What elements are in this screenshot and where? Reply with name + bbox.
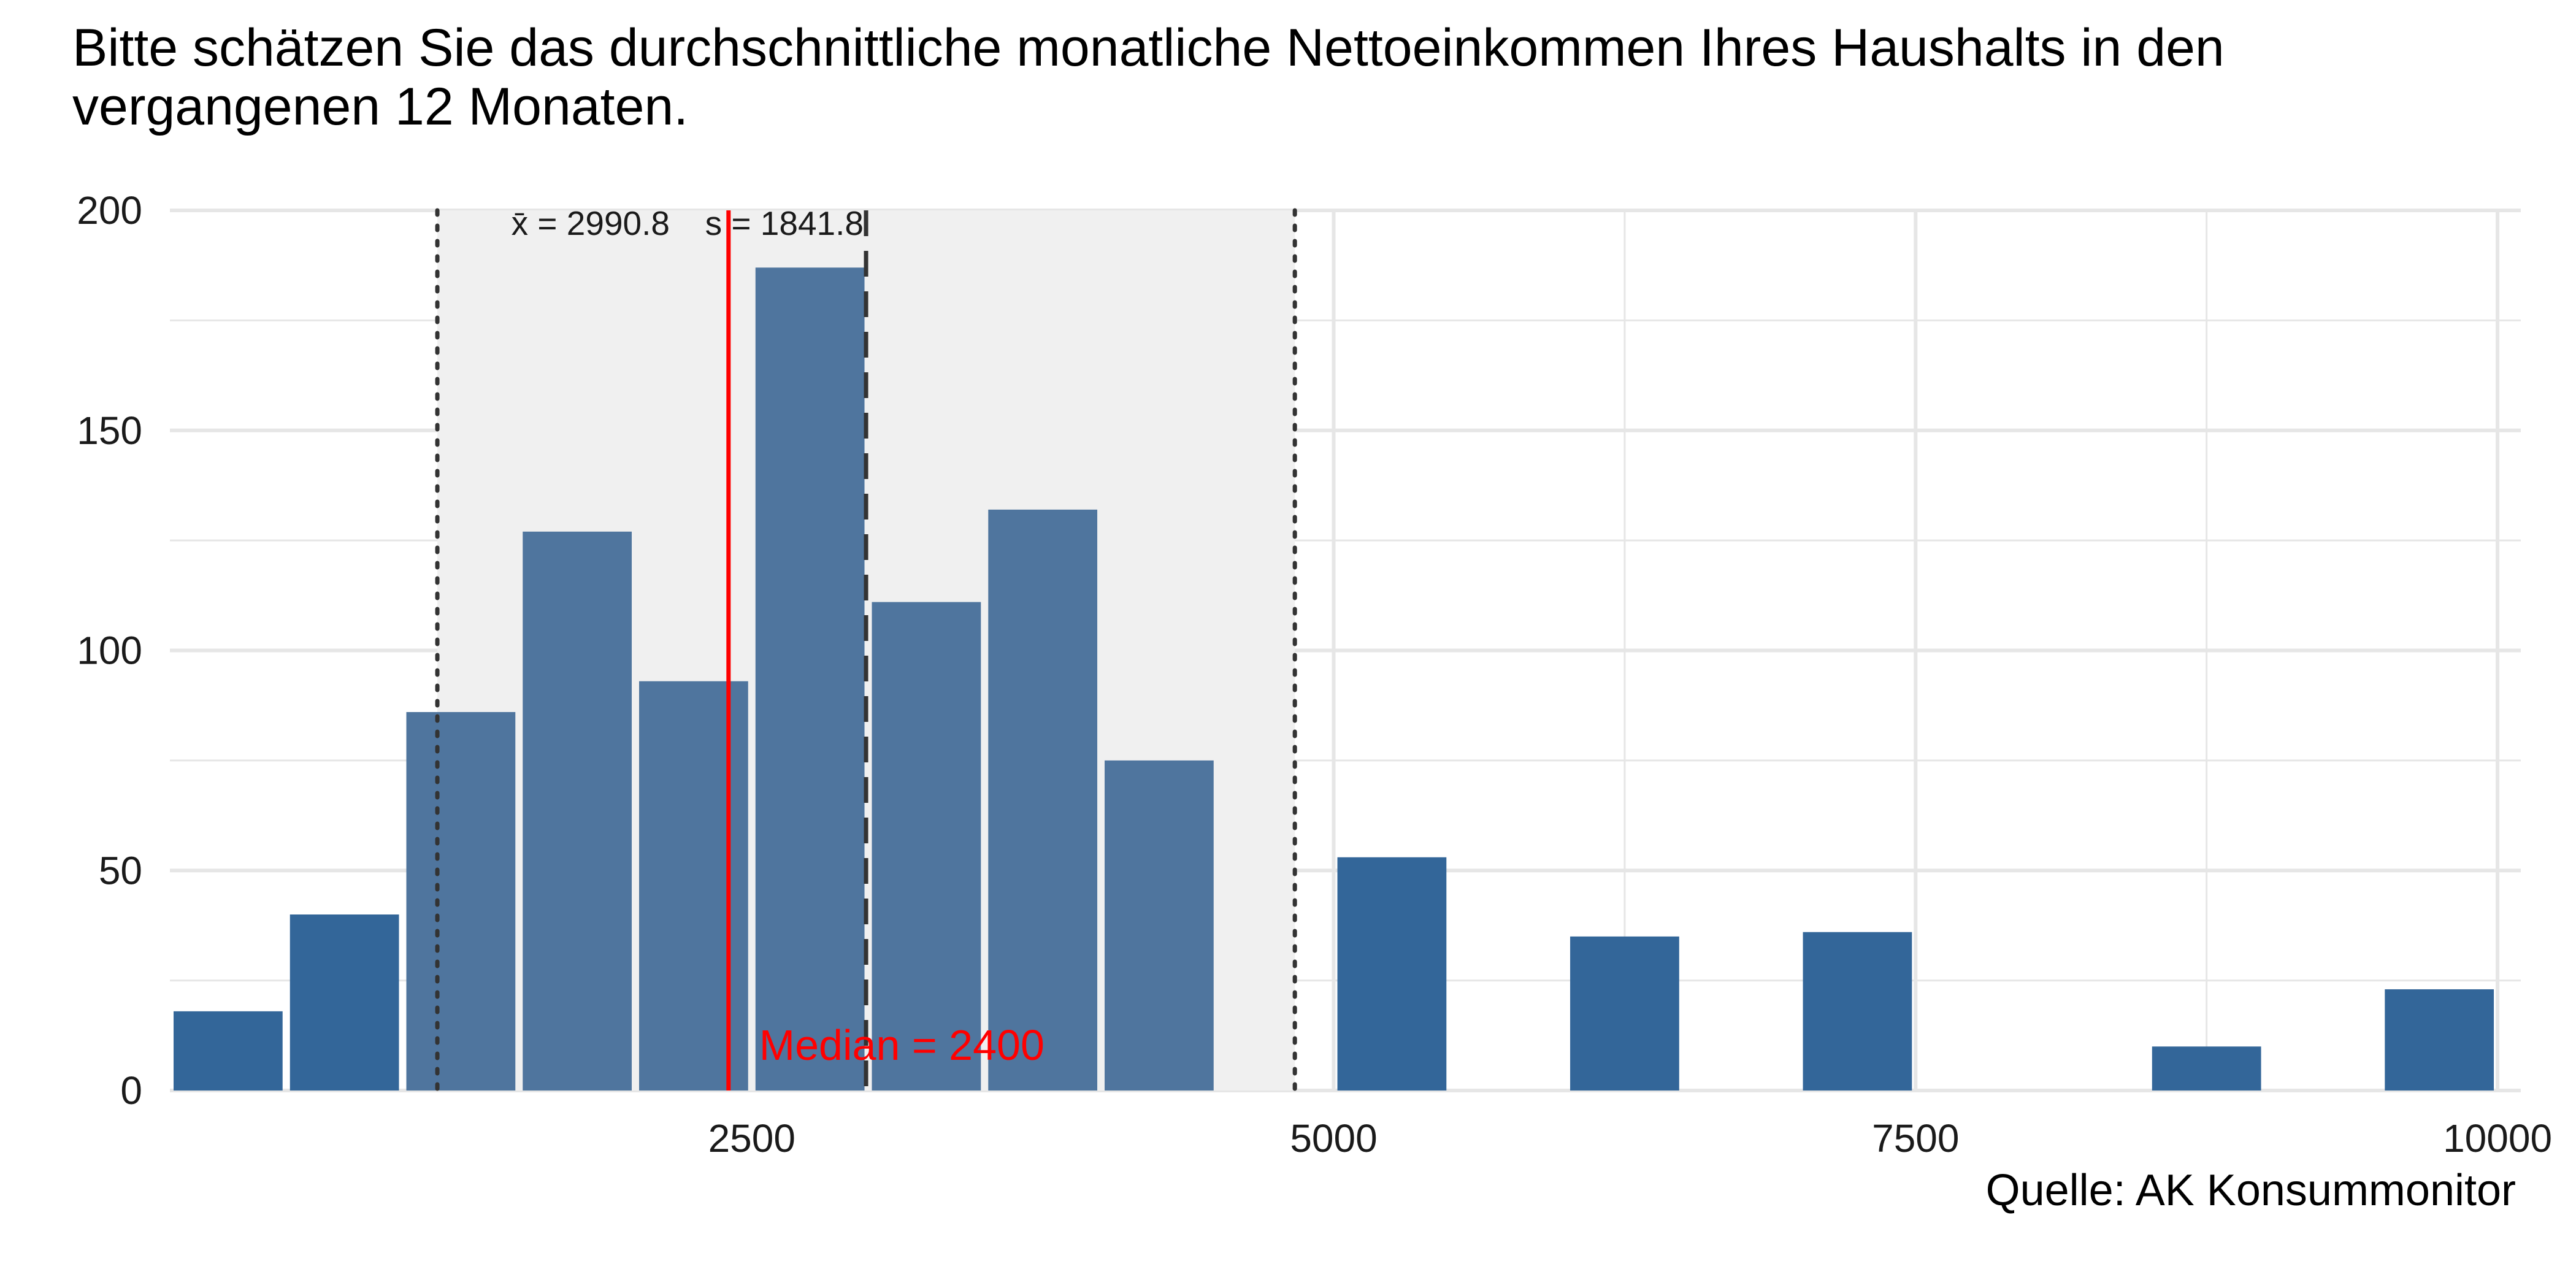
chart-labels: 0 50 100 150 200 2500 5000 7500 10000 s = 1841.8 x… — [77, 188, 2552, 1160]
histogram-bar — [872, 602, 981, 1091]
x-tick-label: 10000 — [2443, 1116, 2552, 1160]
x-tick-label: 2500 — [708, 1116, 795, 1160]
histogram-bar — [174, 1011, 283, 1091]
chart-title: Bitte schätzen Sie das durchschnittliche… — [72, 18, 2225, 136]
histogram-bar — [1105, 760, 1214, 1091]
mean-label: x̄ = 2990.8 — [512, 204, 670, 242]
sd-label: s = 1841.8 — [705, 204, 864, 242]
histogram-bar — [639, 681, 748, 1091]
y-tick-label: 150 — [77, 408, 142, 453]
source-caption: Quelle: AK Konsummonitor — [1985, 1166, 2516, 1215]
histogram-bar — [1337, 857, 1447, 1091]
histogram-bar — [289, 914, 399, 1091]
histogram-bar — [2152, 1046, 2261, 1091]
histogram-bar — [1570, 936, 1679, 1091]
y-tick-label: 200 — [77, 188, 142, 232]
histogram-bar — [755, 267, 865, 1091]
histogram-bar — [988, 509, 1098, 1091]
histogram-bar — [2385, 989, 2494, 1091]
x-tick-label: 5000 — [1290, 1116, 1377, 1160]
y-tick-label: 50 — [99, 848, 142, 892]
histogram-bar — [406, 711, 516, 1091]
reference-lines — [435, 208, 1297, 1093]
median-label: Median = 2400 — [759, 1021, 1045, 1069]
x-tick-label: 7500 — [1872, 1116, 1959, 1160]
histogram-bar — [1803, 932, 1912, 1091]
y-tick-label: 100 — [77, 629, 142, 673]
histogram-bar — [523, 531, 632, 1091]
y-tick-label: 0 — [120, 1068, 142, 1113]
